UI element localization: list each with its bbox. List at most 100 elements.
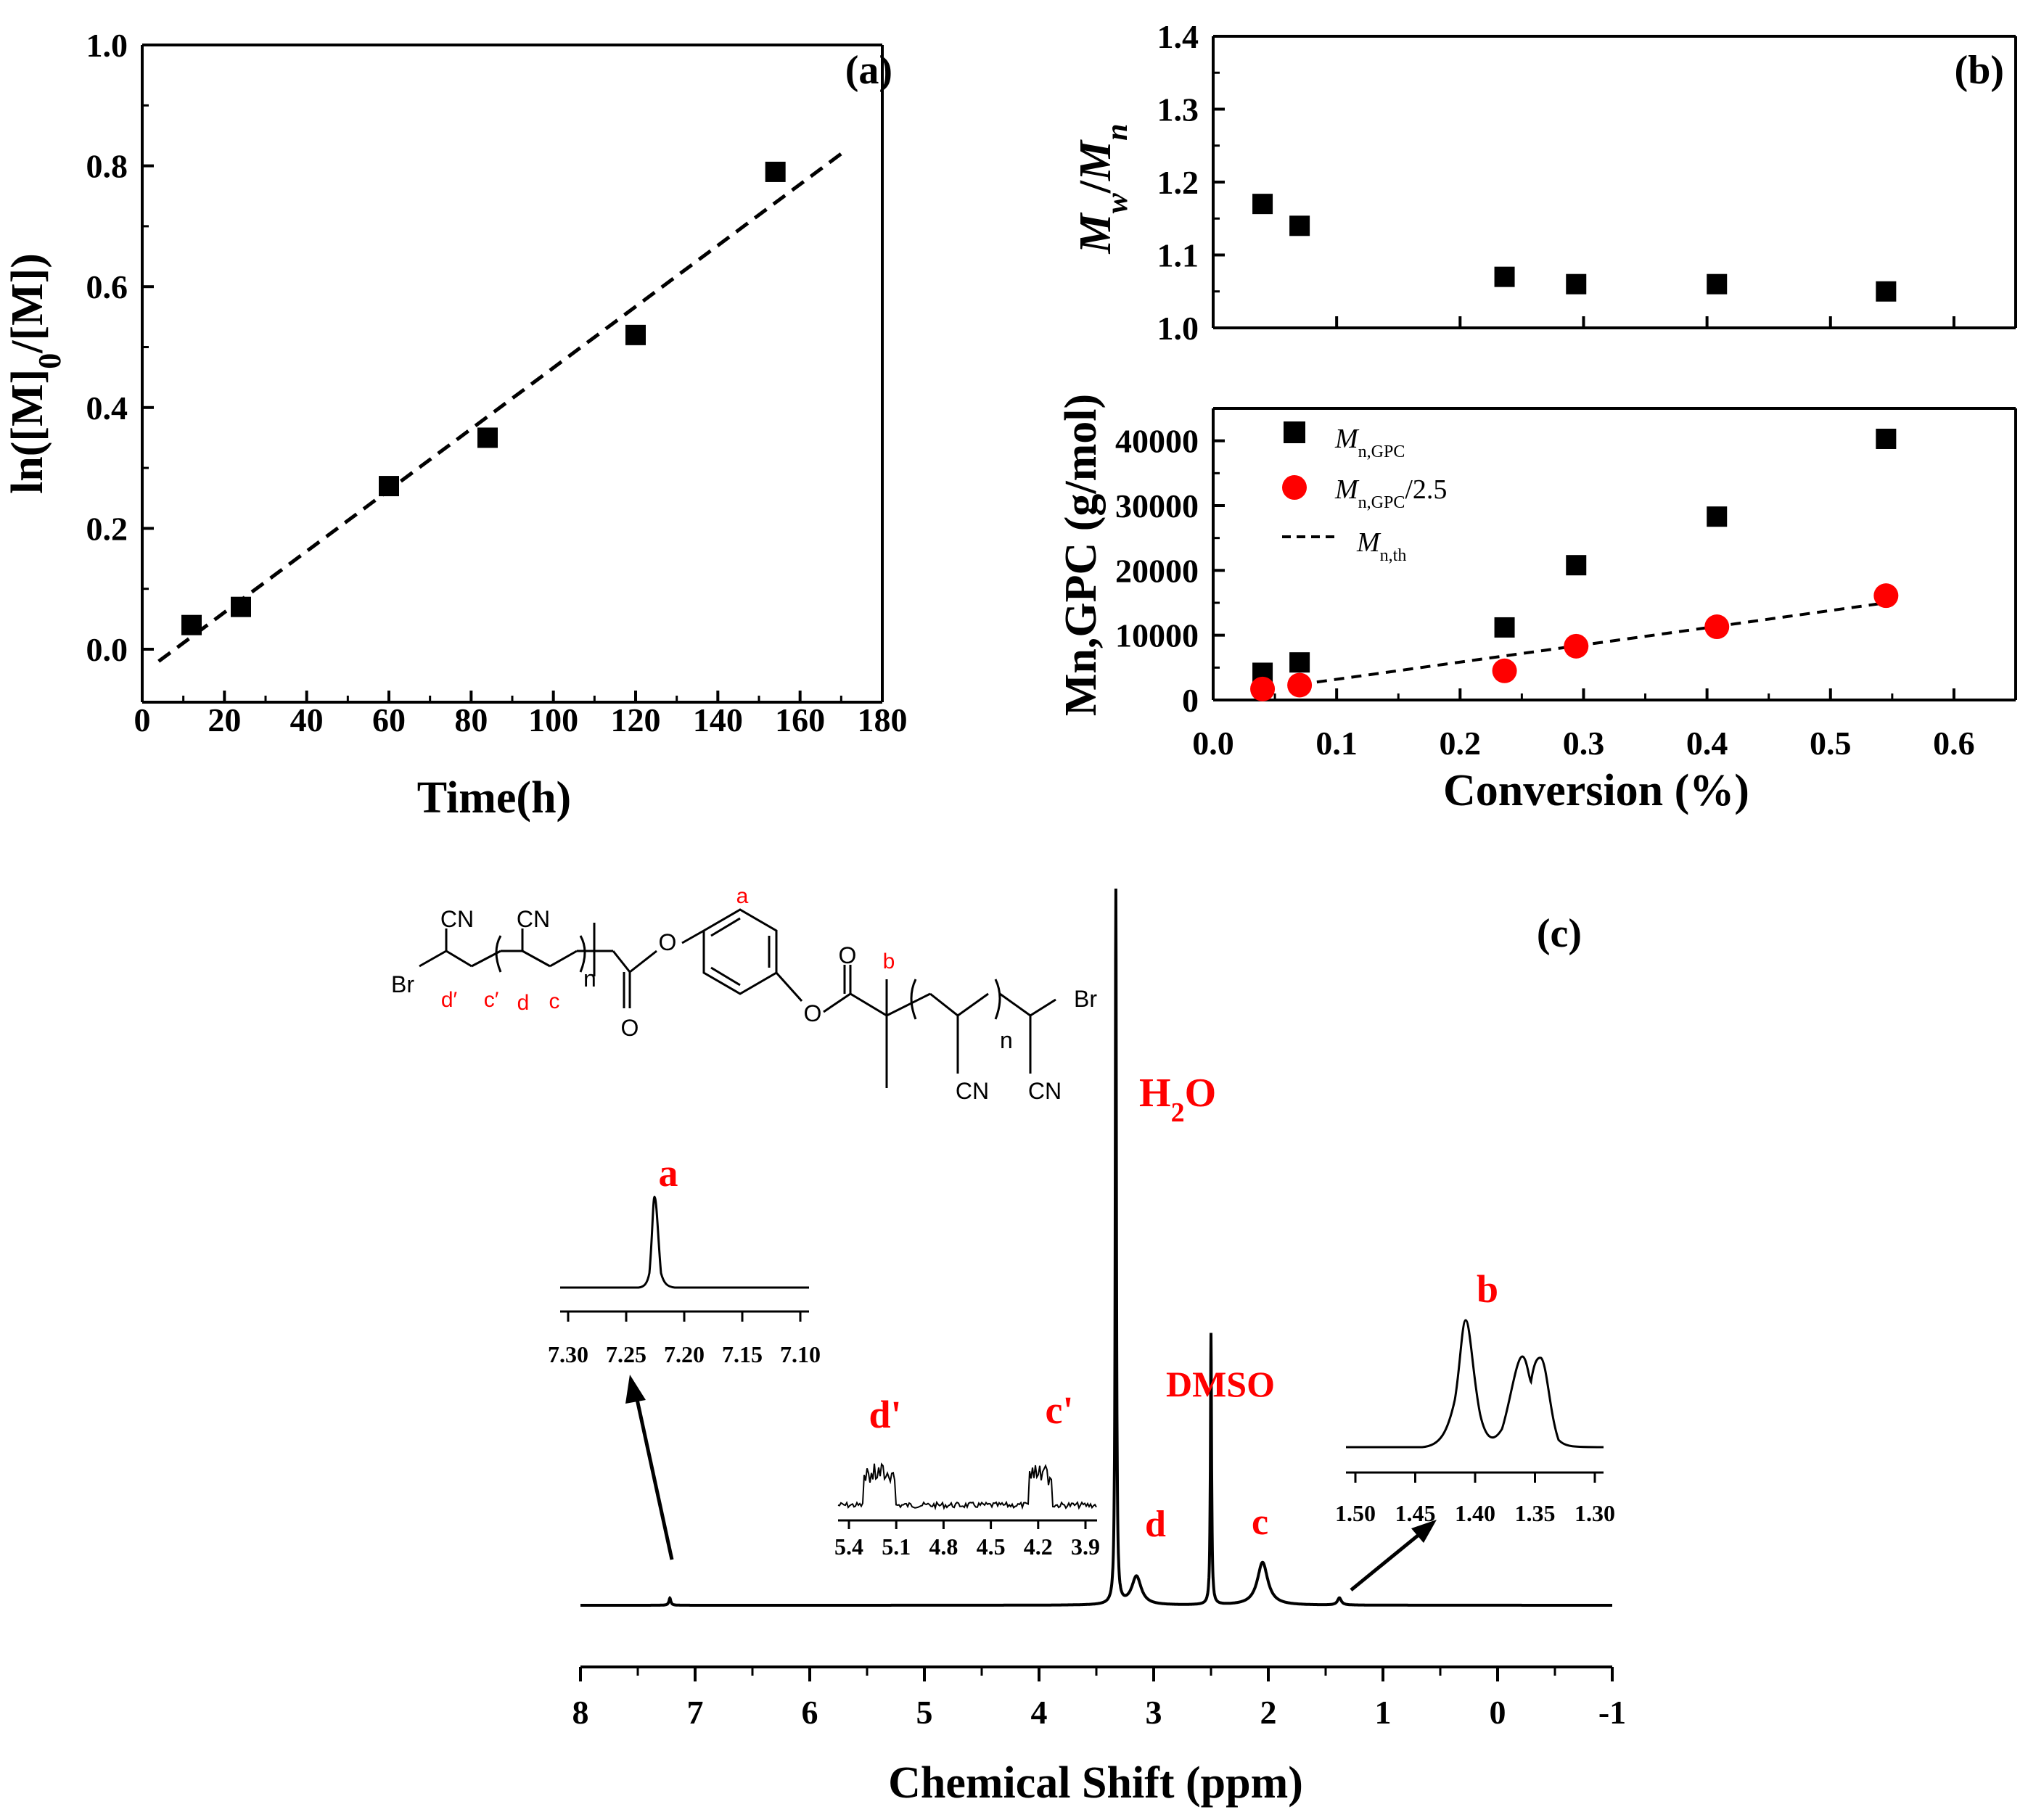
proton-d-label: d <box>517 991 530 1015</box>
legend-sub-2: n,th <box>1380 546 1407 565</box>
panel-c: 8 7 6 5 4 3 2 1 0 -1 (c) Chemical Shift (ppm) H2O… <box>391 884 1626 1808</box>
panel-c-x-tick-label: 0 <box>1490 1694 1506 1731</box>
peak-label-dmso: DMSO <box>1166 1364 1275 1404</box>
panel-a-data-point <box>231 596 251 617</box>
inset-dc-trace <box>837 1462 1097 1511</box>
br-label-1: Br <box>391 971 414 997</box>
bond <box>710 917 741 937</box>
cn-label-4: CN <box>1028 1078 1062 1104</box>
inset-dc-tick-label: 4.8 <box>929 1533 958 1560</box>
o-label-4: O <box>839 942 857 968</box>
bond <box>775 971 803 1002</box>
o-label-3: O <box>804 1000 822 1026</box>
inset-a-tick-label: 7.30 <box>548 1341 588 1367</box>
arrow-a-shaft <box>633 1392 674 1560</box>
legend-suffix-1: /2.5 <box>1405 474 1447 505</box>
panel-a-data-point <box>379 476 399 497</box>
panel-b-top-data-point <box>1252 194 1273 215</box>
proton-c-label: c <box>549 989 560 1013</box>
bond <box>710 966 741 987</box>
panel-a-x-tick-label: 140 <box>693 701 743 738</box>
legend-m-2: M <box>1356 527 1382 558</box>
legend-m-1: M <box>1334 474 1360 505</box>
bond <box>629 950 657 973</box>
panel-c-x-tick-label: 3 <box>1146 1694 1162 1731</box>
panel-b-mn-gpc-scaled-point <box>1564 633 1589 659</box>
panel-a-data-point <box>477 427 498 448</box>
bond <box>681 929 705 944</box>
panel-b-bottom-y-label: Mn,GPC (g/mol) <box>1056 394 1106 716</box>
panel-a-x-tick-label: 120 <box>611 701 661 738</box>
bond <box>522 950 551 968</box>
peak-label-h2o-sub: 2 <box>1171 1098 1185 1128</box>
panel-c-x-tick-label: 7 <box>687 1694 704 1731</box>
panel-c-x-tick-label: 1 <box>1375 1694 1392 1731</box>
arrow-a-head <box>625 1375 646 1404</box>
panel-a-y-label: ln([M]0/[M]) <box>3 253 67 494</box>
panel-a-y-tick-label: 0.0 <box>86 631 128 668</box>
br-label-2: Br <box>1074 986 1097 1012</box>
panel-b-mn-gpc-point <box>1289 652 1310 673</box>
panel-a-label: (a) <box>845 48 892 93</box>
panel-b-bottom-y-tick-label: 40000 <box>1115 423 1199 460</box>
inset-b-tick-label: 1.30 <box>1575 1500 1615 1526</box>
inset-a-tick-label: 7.10 <box>780 1341 821 1367</box>
panel-a-x-tick-label: 80 <box>454 701 488 738</box>
panel-b-mn-gpc-scaled-point <box>1704 614 1730 640</box>
panel-b-x-tick-label: 0.6 <box>1933 725 1975 762</box>
proton-b-label: b <box>883 950 895 973</box>
panel-a-y-tick-label: 0.2 <box>86 510 128 547</box>
panel-b-legend: Mn,GPC Mn,GPC/2.5 Mn,th <box>1282 421 1447 565</box>
panel-c-x-tick-label: 4 <box>1031 1694 1048 1731</box>
inset-cp-label: c' <box>1046 1388 1074 1432</box>
panel-b-bottom: 0.0 0.1 0.2 0.3 0.4 0.5 0.6 0 10000 20000 30000 40… <box>1056 394 2017 815</box>
panel-b-top-data-point <box>1289 215 1310 236</box>
bond <box>999 992 1031 1017</box>
inset-b-trace <box>1346 1319 1604 1449</box>
bond <box>850 992 887 1017</box>
bond <box>549 950 578 968</box>
arrow-to-inset-b <box>1350 1520 1437 1592</box>
panel-c-x-tick-label: 5 <box>916 1694 933 1731</box>
panel-b-top-y-tick-label: 1.2 <box>1157 164 1199 201</box>
panel-a-y-tick-label: 0.8 <box>86 148 128 185</box>
arrow-to-inset-a <box>625 1375 674 1560</box>
inset-b-label: b <box>1477 1267 1498 1311</box>
paren <box>910 979 917 1020</box>
panel-b-x-tick-label: 0.2 <box>1440 725 1482 762</box>
panel-a-fit-line <box>157 152 842 663</box>
legend-sub-0: n,GPC <box>1358 442 1405 461</box>
legend-marker-circle <box>1282 475 1307 500</box>
panel-a-y-tick-label: 0.6 <box>86 268 128 305</box>
panel-a-x-label: Time(h) <box>417 773 571 823</box>
y-label-m1: M <box>1071 212 1120 254</box>
panel-a-data-point <box>625 324 646 345</box>
proton-dp-label: d′ <box>441 988 458 1012</box>
panel-b-mn-gpc-point <box>1876 428 1897 449</box>
panel-a-x-tick-label: 40 <box>290 701 324 738</box>
legend-marker-square <box>1284 421 1305 443</box>
benzene-ring <box>702 908 778 995</box>
inset-b-tick-label: 1.50 <box>1335 1500 1376 1526</box>
panel-b-bottom-y-tick-label: 0 <box>1182 682 1199 719</box>
y-label-slash: / <box>1071 180 1120 194</box>
inset-dc-tick-label: 4.5 <box>977 1533 1006 1560</box>
panel-b-top-y-label: Mw/Mn <box>1071 124 1134 255</box>
panel-b-label: (b) <box>1955 48 2004 93</box>
legend-sub-1: n,GPC <box>1358 493 1405 512</box>
inset-a: a 7.30 7.25 7.20 7.15 7.10 <box>548 1151 821 1367</box>
panel-b-mn-gpc-scaled-point <box>1873 583 1899 609</box>
panel-b-bottom-y-tick-label: 20000 <box>1115 552 1199 589</box>
panel-b-x-label: Conversion (%) <box>1443 766 1749 815</box>
panel-a-x-tick-label: 180 <box>858 701 908 738</box>
bond <box>612 950 631 973</box>
panel-b-top-data-point <box>1707 273 1728 295</box>
panel-b-theory-line <box>1299 601 1887 686</box>
panel-b-mn-gpc-point <box>1707 506 1728 527</box>
inset-a-trace <box>560 1195 809 1289</box>
bond <box>886 992 931 1017</box>
panel-b-mn-gpc-scaled-point <box>1492 658 1517 683</box>
o-label-2: O <box>621 1015 639 1041</box>
panel-b-x-tick-label: 0.5 <box>1810 725 1852 762</box>
